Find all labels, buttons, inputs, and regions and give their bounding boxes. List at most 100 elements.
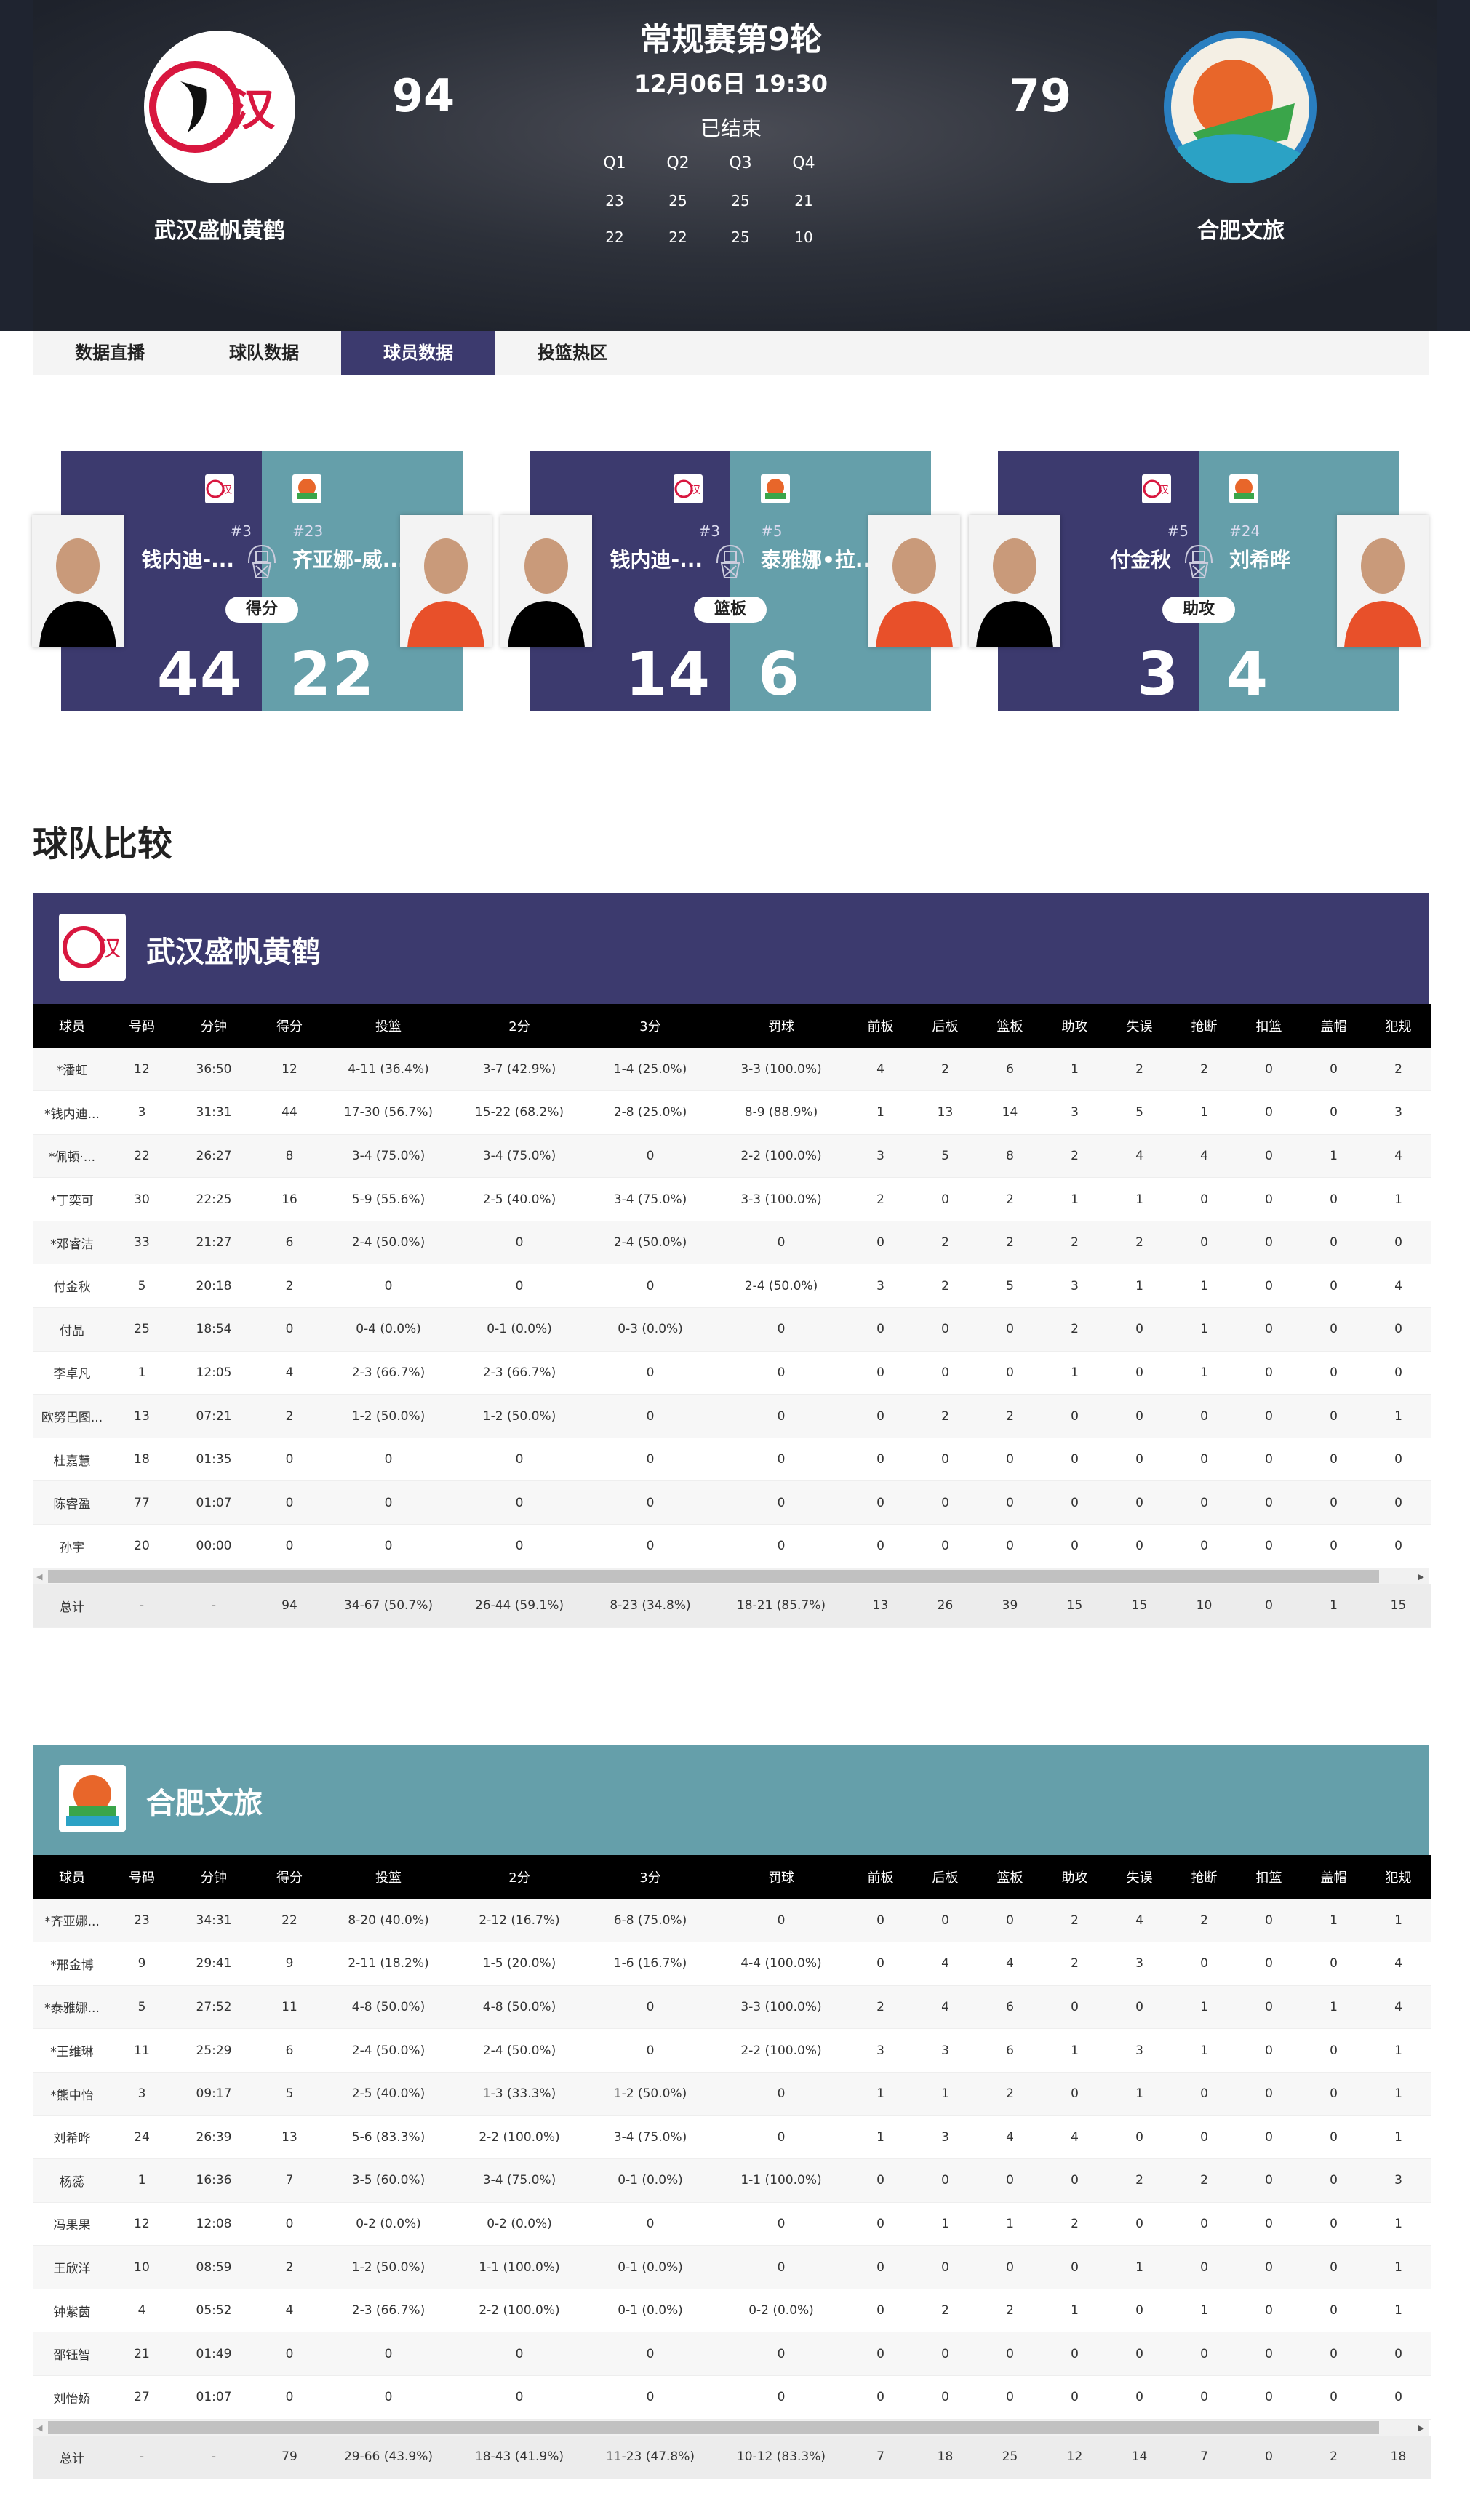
tab-2[interactable]: 球员数据 bbox=[341, 331, 495, 375]
player-name-cell[interactable]: 钟紫茵 bbox=[33, 2289, 111, 2333]
home-quarter-score: 25 bbox=[731, 192, 750, 210]
column-header[interactable]: 得分 bbox=[255, 1855, 324, 1899]
column-header[interactable]: 盖帽 bbox=[1301, 1855, 1366, 1899]
column-header[interactable]: 后板 bbox=[913, 1004, 978, 1048]
column-header[interactable]: 得分 bbox=[255, 1004, 324, 1048]
player-name-cell[interactable]: *丁奕可 bbox=[33, 1177, 111, 1221]
column-header[interactable]: 后板 bbox=[913, 1855, 978, 1899]
player-name-cell[interactable]: *佩顿·... bbox=[33, 1134, 111, 1179]
column-header[interactable]: 投篮 bbox=[324, 1855, 452, 1899]
column-header[interactable]: 扣篮 bbox=[1237, 1855, 1301, 1899]
column-header[interactable]: 罚球 bbox=[714, 1004, 848, 1048]
player-name-cell[interactable]: *钱内迪... bbox=[33, 1090, 111, 1135]
stat-cell: 2 bbox=[1042, 1307, 1107, 1352]
player-name-cell[interactable]: 杜嘉慧 bbox=[33, 1438, 111, 1482]
column-header[interactable]: 犯规 bbox=[1366, 1855, 1431, 1899]
column-header[interactable]: 助攻 bbox=[1042, 1004, 1107, 1048]
player-name-cell[interactable]: 陈睿盈 bbox=[33, 1480, 111, 1526]
player-name-cell[interactable]: 王欣洋 bbox=[33, 2245, 111, 2289]
stat-cell: 0 bbox=[913, 1351, 978, 1395]
column-header[interactable]: 3分 bbox=[586, 1004, 714, 1048]
column-header[interactable]: 失误 bbox=[1107, 1004, 1172, 1048]
stat-cell: 1 bbox=[1366, 2289, 1431, 2333]
player-name-cell[interactable]: 孙宇 bbox=[33, 1524, 111, 1568]
scroll-right-arrow-icon[interactable]: ▶ bbox=[1418, 2423, 1424, 2433]
scrollbar-thumb[interactable] bbox=[48, 2420, 1379, 2434]
player-name-cell[interactable]: *潘虹 bbox=[33, 1048, 111, 1092]
team-stats-block: 汉武汉盛帆黄鹤 球员 号码 分钟 得分 投篮 2分 3分 罚球 前板 后板 篮板 助攻 失误 抢断 扣篮 盖帽犯… bbox=[33, 893, 1431, 1629]
team-name: 武汉盛帆黄鹤 bbox=[146, 936, 321, 969]
player-name-cell[interactable]: 邵钰智 bbox=[33, 2332, 111, 2377]
column-header[interactable]: 抢断 bbox=[1172, 1855, 1237, 1899]
player-name-cell[interactable]: 付晶 bbox=[33, 1307, 111, 1352]
stat-cell: 0 bbox=[978, 2245, 1042, 2289]
stat-cell: 1 bbox=[1172, 1264, 1237, 1309]
player-name-cell[interactable]: *熊中怡 bbox=[33, 2072, 111, 2116]
stat-cell: 0 bbox=[1237, 2072, 1301, 2116]
column-header[interactable]: 助攻 bbox=[1042, 1855, 1107, 1899]
totals-table: 总计 - -79 29-66 (43.9%) 18-43 (41.9%) 11-23 (4… bbox=[33, 2435, 1431, 2480]
column-header[interactable]: 2分 bbox=[452, 1855, 586, 1899]
column-header[interactable]: 3分 bbox=[586, 1855, 714, 1899]
stat-cell: 0 bbox=[714, 1524, 848, 1568]
player-name-cell[interactable]: 付金秋 bbox=[33, 1264, 111, 1309]
column-header[interactable]: 篮板 bbox=[978, 1004, 1042, 1048]
scroll-left-arrow-icon[interactable]: ◀ bbox=[36, 1571, 43, 1582]
home-score: 94 bbox=[391, 69, 455, 122]
tab-1[interactable]: 球队数据 bbox=[229, 343, 299, 363]
table-row: *钱内迪... 3 31:31 44 17-30 (56.7%) 15-22 (68.2%… bbox=[33, 1090, 1431, 1135]
home-mini-logo: 汉 bbox=[205, 474, 234, 503]
quarter-label: Q4 bbox=[792, 154, 815, 172]
column-header[interactable]: 2分 bbox=[452, 1004, 586, 1048]
column-header[interactable]: 抢断 bbox=[1172, 1004, 1237, 1048]
home-player-name: 付金秋 bbox=[1109, 548, 1171, 572]
player-name-cell[interactable]: *邢金博 bbox=[33, 1942, 111, 1986]
player-name-cell[interactable]: 冯果果 bbox=[33, 2202, 111, 2246]
player-name-cell[interactable]: *邓睿洁 bbox=[33, 1221, 111, 1265]
player-name-cell[interactable]: 刘希晔 bbox=[33, 2115, 111, 2160]
column-header[interactable]: 失误 bbox=[1107, 1855, 1172, 1899]
column-header[interactable]: 号码 bbox=[111, 1855, 173, 1899]
column-header[interactable]: 盖帽 bbox=[1301, 1004, 1366, 1048]
column-header[interactable]: 前板 bbox=[848, 1004, 913, 1048]
svg-text:汉: 汉 bbox=[222, 485, 232, 496]
player-name-cell[interactable]: 刘怡娇 bbox=[33, 2375, 111, 2420]
away-stat-value: 22 bbox=[289, 640, 376, 709]
scroll-right-arrow-icon[interactable]: ▶ bbox=[1418, 1571, 1424, 1582]
stat-cell: 0 bbox=[1301, 1351, 1366, 1395]
column-header[interactable]: 号码 bbox=[111, 1004, 173, 1048]
stat-cell: 0 bbox=[1172, 1942, 1237, 1986]
column-header[interactable]: 球员 bbox=[33, 1855, 111, 1899]
column-header[interactable]: 犯规 bbox=[1366, 1004, 1431, 1048]
player-name-cell[interactable]: *王维琳 bbox=[33, 2028, 111, 2073]
stat-cell: 0 bbox=[714, 2245, 848, 2289]
quarter-label: Q1 bbox=[603, 154, 626, 172]
scroll-left-arrow-icon[interactable]: ◀ bbox=[36, 2423, 43, 2433]
tab-0[interactable]: 数据直播 bbox=[75, 343, 145, 363]
column-header[interactable]: 分钟 bbox=[173, 1004, 255, 1048]
stat-cell: 2 bbox=[1042, 1899, 1107, 1943]
player-name-cell[interactable]: *齐亚娜... bbox=[33, 1899, 111, 1943]
player-name-cell[interactable]: *泰雅娜... bbox=[33, 1985, 111, 2030]
player-name-cell[interactable]: 李卓凡 bbox=[33, 1351, 111, 1395]
scrollbar-thumb[interactable] bbox=[48, 1569, 1379, 1583]
player-name-cell[interactable]: 杨蕊 bbox=[33, 2158, 111, 2203]
player-name-cell[interactable]: 欧努巴图... bbox=[33, 1394, 111, 1438]
column-header[interactable]: 扣篮 bbox=[1237, 1004, 1301, 1048]
column-header[interactable]: 投篮 bbox=[324, 1004, 452, 1048]
column-header[interactable]: 罚球 bbox=[714, 1855, 848, 1899]
tab-3[interactable]: 投篮热区 bbox=[538, 343, 607, 363]
stat-cell: 2 bbox=[978, 1221, 1042, 1265]
stat-cell: 2 bbox=[978, 1177, 1042, 1221]
horizontal-scrollbar[interactable]: ◀ ▶ bbox=[33, 1568, 1429, 1584]
column-header[interactable]: 球员 bbox=[33, 1004, 111, 1048]
column-header[interactable]: 篮板 bbox=[978, 1855, 1042, 1899]
stat-cell: 2 bbox=[913, 1221, 978, 1265]
table-row: 王欣洋 10 08:59 2 1-2 (50.0%) 1-1 (100.0%) 0-1 (0… bbox=[33, 2245, 1431, 2289]
team-logo bbox=[59, 1765, 126, 1832]
column-header[interactable]: 前板 bbox=[848, 1855, 913, 1899]
column-header[interactable]: 分钟 bbox=[173, 1855, 255, 1899]
stat-cell: 2 bbox=[255, 1264, 324, 1309]
horizontal-scrollbar[interactable]: ◀ ▶ bbox=[33, 2419, 1429, 2436]
stat-cell: 1-1 (100.0%) bbox=[452, 2245, 586, 2289]
